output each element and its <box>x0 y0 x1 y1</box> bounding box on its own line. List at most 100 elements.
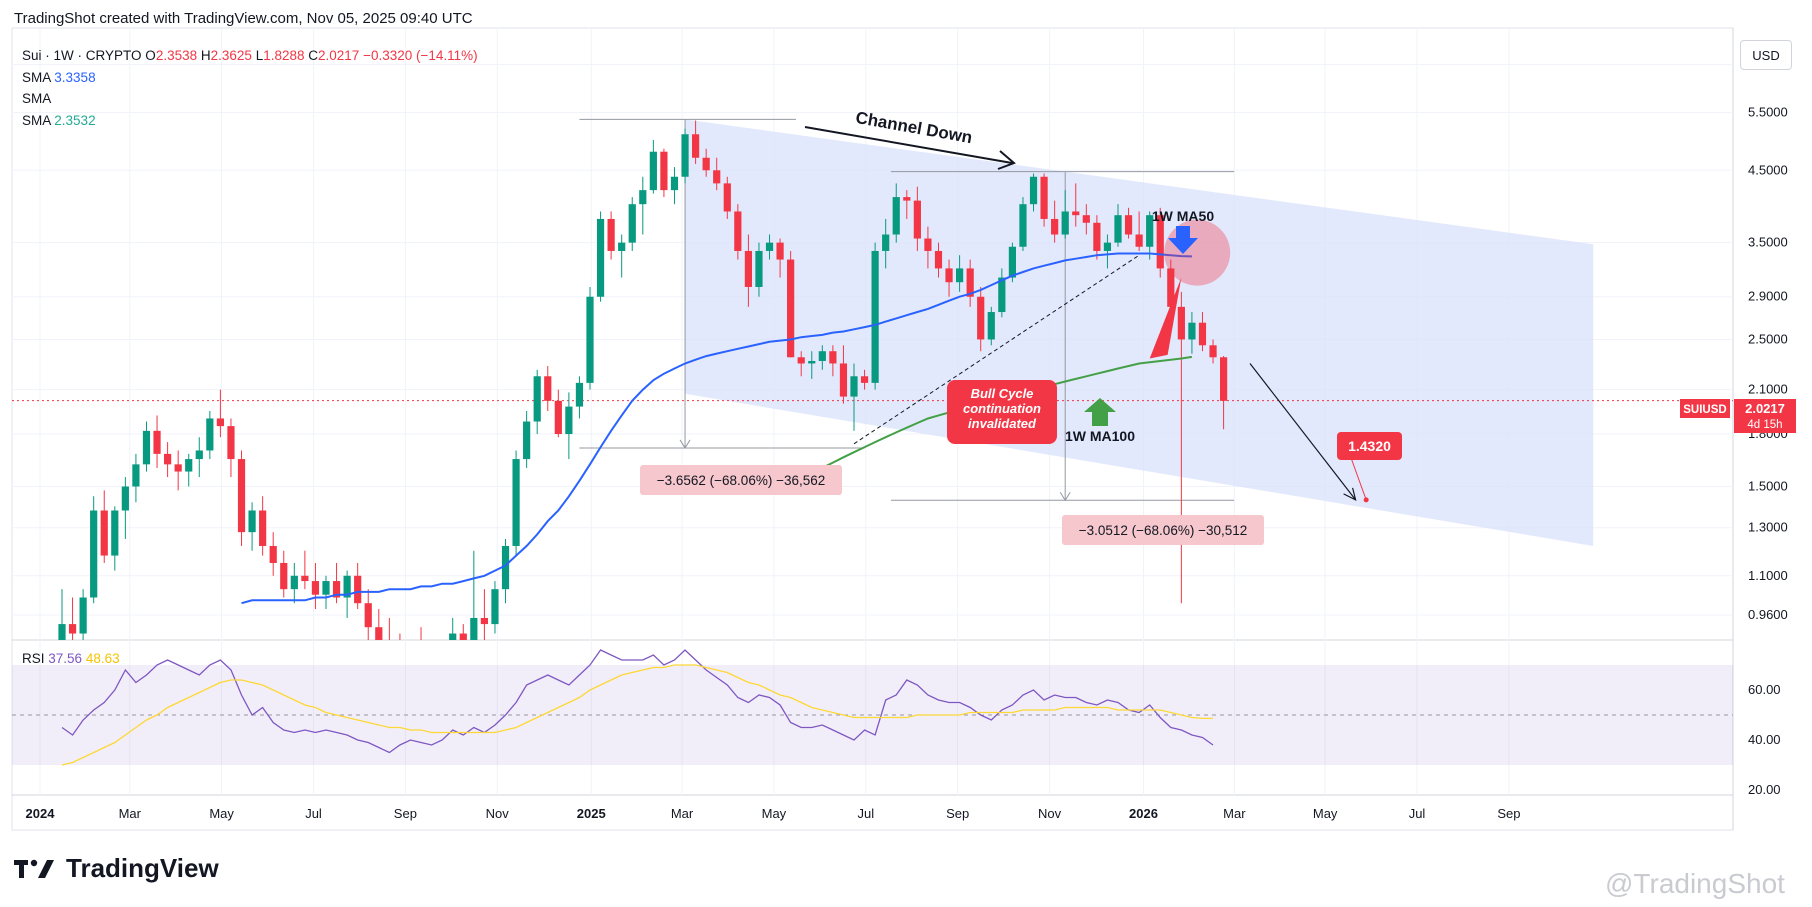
candle-body <box>449 633 457 640</box>
rsi-tick-label: 60.00 <box>1748 682 1781 697</box>
ma100-label: 1W MA100 <box>1065 428 1135 444</box>
candle-body <box>575 382 584 407</box>
time-tick-label: Mar <box>1223 806 1246 821</box>
target-label-box <box>1337 432 1402 460</box>
candle-body <box>100 510 108 556</box>
sma-value: 2.3532 <box>54 112 96 128</box>
candle-body <box>702 157 710 171</box>
candle-body <box>839 363 848 397</box>
symbol-tag-box <box>1680 399 1730 418</box>
price-legend: Sui · 1W · CRYPTO O2.3538 H2.3625 L1.828… <box>22 45 478 131</box>
candle-body <box>354 575 362 604</box>
candle-body <box>850 376 858 397</box>
candles <box>58 120 1228 640</box>
candle-body <box>765 242 774 251</box>
candle-body <box>945 268 953 283</box>
low-label: L <box>255 48 264 63</box>
candle-body <box>670 176 679 191</box>
time-tick-label: Sep <box>1497 806 1520 821</box>
time-tick-label: Mar <box>119 806 142 821</box>
price-tag-box <box>1734 399 1796 433</box>
ohlc-row: Sui · 1W · CRYPTO O2.3538 H2.3625 L1.828… <box>22 45 478 67</box>
time-tick-label: Mar <box>671 806 694 821</box>
candle-body <box>956 268 964 283</box>
ma50-line <box>241 252 1192 605</box>
rsi-tick-label: 20.00 <box>1748 782 1781 797</box>
candle-body <box>829 351 837 364</box>
price-tick-label: 3.5000 <box>1748 235 1788 250</box>
candle-body <box>913 200 921 239</box>
candle-body <box>755 250 763 287</box>
measure-2-label-box <box>1062 515 1264 545</box>
candle-body <box>808 360 816 364</box>
candle-body <box>90 510 98 598</box>
time-tick-label: 2024 <box>26 806 56 821</box>
chart-header: TradingShot created with TradingView.com… <box>14 10 473 27</box>
low-value: 1.8288 <box>263 48 305 63</box>
ma50-label: 1W MA50 <box>1152 208 1214 224</box>
time-tick-label: Jul <box>1409 806 1426 821</box>
tradingview-logo-icon <box>14 859 54 878</box>
candle-body <box>618 242 626 251</box>
candle-body <box>237 459 246 533</box>
candle-body <box>164 453 172 465</box>
close-value: 2.0217 <box>318 48 360 63</box>
candle-body <box>1072 211 1080 216</box>
candle-body <box>565 406 573 435</box>
currency-button[interactable]: USD <box>1740 40 1792 70</box>
candle-body <box>290 575 298 590</box>
rsi-legend[interactable]: RSI 37.56 48.63 <box>22 651 120 666</box>
candle-body <box>998 277 1006 313</box>
candle-body <box>681 134 689 177</box>
candle-body <box>501 545 510 590</box>
rsi-ma-line <box>61 664 1213 766</box>
candle-body <box>459 633 467 640</box>
bull-cycle-callout-box <box>947 380 1057 444</box>
price-tick-label: 2.5000 <box>1748 331 1788 346</box>
rsi-tick-label: 40.00 <box>1748 732 1781 747</box>
price-tick-label: 1.3000 <box>1748 520 1788 535</box>
symbol-tag-text: SUIUSD <box>1683 404 1726 416</box>
candle-body <box>259 510 267 546</box>
candle-body <box>639 190 647 205</box>
candle-body <box>1040 176 1048 219</box>
candle-body <box>892 197 900 235</box>
candle-body <box>924 238 932 251</box>
price-tick-label: 2.1000 <box>1748 382 1788 397</box>
price-tick-label: 5.5000 <box>1748 105 1788 120</box>
sma-row-2[interactable]: SMA <box>22 88 478 110</box>
candle-body <box>1114 215 1122 243</box>
sma-label: SMA <box>22 91 52 106</box>
time-tick-label: May <box>209 806 234 821</box>
candle-body <box>713 170 721 184</box>
candle-body <box>375 627 383 640</box>
candle-body <box>692 134 700 158</box>
symbol-label[interactable]: Sui · 1W · CRYPTO <box>22 48 142 63</box>
candle-body <box>301 575 309 582</box>
time-tick-label: 2026 <box>1129 806 1158 821</box>
tradingview-brand[interactable]: TradingView <box>14 853 219 884</box>
ma50-arrow-icon <box>1168 226 1198 254</box>
change-value: −0.3320 (−14.11%) <box>363 48 478 63</box>
sma-row-1[interactable]: SMA 3.3358 <box>22 67 478 89</box>
time-tick-label: May <box>762 806 787 821</box>
bull-cycle-callout-text: Bull Cycle <box>971 386 1034 401</box>
candle-body <box>269 545 277 563</box>
callout-pointer <box>1149 277 1182 359</box>
candle-body <box>491 589 499 625</box>
sma-row-3[interactable]: SMA 2.3532 <box>22 110 478 132</box>
candle-body <box>818 351 826 361</box>
candle-body <box>248 510 256 533</box>
candle-body <box>797 357 805 364</box>
candle-body <box>776 242 784 260</box>
bull-cycle-callout-text: continuation <box>963 401 1041 416</box>
candle-body <box>216 418 224 427</box>
candle-body <box>1103 242 1112 251</box>
target-label-text: 1.4320 <box>1348 438 1391 454</box>
rsi-label: RSI <box>22 651 45 666</box>
candle-body <box>206 418 214 451</box>
time-tick-label: 2025 <box>577 806 606 821</box>
bull-cycle-callout-text: invalidated <box>968 416 1037 431</box>
rsi-value: 37.56 <box>48 651 83 666</box>
time-tick-label: Jul <box>305 806 322 821</box>
